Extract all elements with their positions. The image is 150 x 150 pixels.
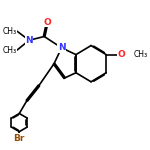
Text: N: N [25,36,33,45]
Text: N: N [58,43,65,52]
Text: CH₃: CH₃ [134,50,148,59]
Text: Br: Br [13,134,24,143]
Text: O: O [117,50,125,59]
Text: O: O [43,18,51,27]
Text: CH₃: CH₃ [3,46,17,55]
Text: CH₃: CH₃ [3,27,17,36]
